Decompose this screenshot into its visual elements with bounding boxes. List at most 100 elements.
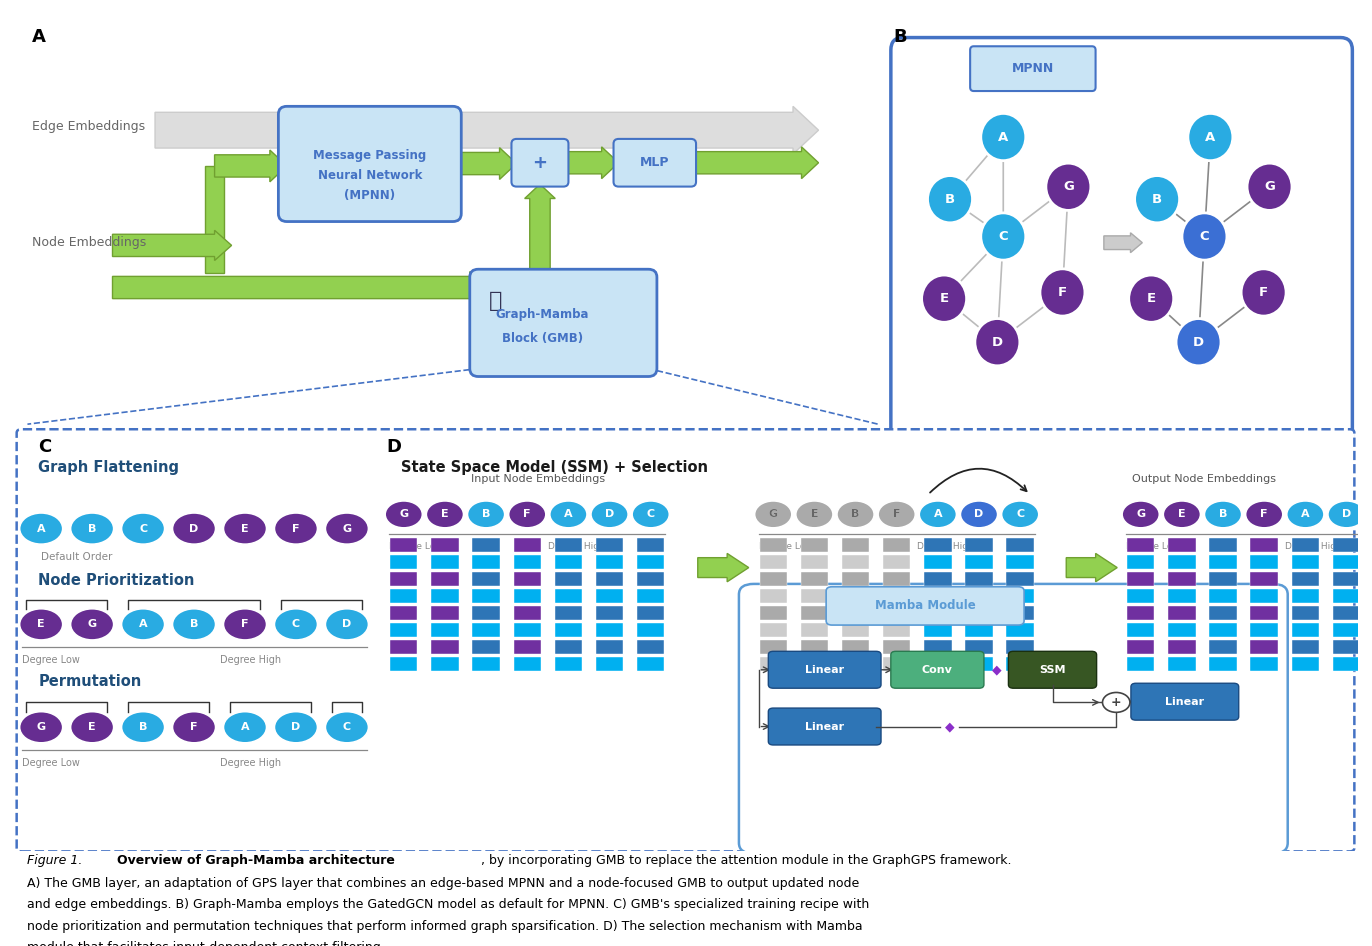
Bar xyxy=(1250,571,1277,587)
Circle shape xyxy=(1122,501,1159,528)
Bar xyxy=(884,623,911,638)
FancyArrow shape xyxy=(206,166,224,273)
Text: E: E xyxy=(88,722,96,732)
Text: A: A xyxy=(933,509,943,519)
Bar xyxy=(513,588,541,604)
Circle shape xyxy=(70,609,114,639)
Bar xyxy=(842,640,870,655)
Text: A: A xyxy=(1301,509,1310,519)
Bar xyxy=(390,657,417,672)
Bar xyxy=(925,640,952,655)
Bar xyxy=(431,571,458,587)
Bar xyxy=(390,554,417,569)
Bar xyxy=(1332,640,1360,655)
Bar xyxy=(1209,537,1236,552)
Bar xyxy=(637,657,664,672)
Text: D: D xyxy=(1194,336,1205,349)
Bar xyxy=(472,623,499,638)
FancyBboxPatch shape xyxy=(469,270,657,377)
Circle shape xyxy=(325,711,369,743)
Bar xyxy=(925,588,952,604)
Circle shape xyxy=(975,319,1019,366)
Circle shape xyxy=(1129,275,1173,323)
Bar xyxy=(1250,554,1277,569)
Bar xyxy=(1209,588,1236,604)
Bar xyxy=(595,571,623,587)
Text: Conv: Conv xyxy=(922,665,952,674)
Text: Degree Low: Degree Low xyxy=(759,542,812,552)
Bar xyxy=(801,623,829,638)
Circle shape xyxy=(1246,501,1283,528)
Bar xyxy=(431,588,458,604)
Text: Degree High: Degree High xyxy=(220,758,281,768)
Bar xyxy=(431,657,458,672)
Bar xyxy=(637,640,664,655)
Bar xyxy=(390,606,417,621)
Bar xyxy=(842,588,870,604)
Circle shape xyxy=(1181,213,1227,260)
Bar xyxy=(554,640,582,655)
Text: F: F xyxy=(292,523,299,534)
Bar xyxy=(801,606,829,621)
Circle shape xyxy=(922,275,967,323)
Text: E: E xyxy=(940,292,948,306)
Circle shape xyxy=(1287,501,1324,528)
Bar xyxy=(1291,537,1318,552)
Text: Linear: Linear xyxy=(805,722,844,731)
Bar xyxy=(925,571,952,587)
Text: Node Embeddings: Node Embeddings xyxy=(32,236,145,249)
Text: D: D xyxy=(992,336,1003,349)
Bar xyxy=(1250,537,1277,552)
Circle shape xyxy=(427,501,464,528)
Bar xyxy=(554,657,582,672)
Text: ◆: ◆ xyxy=(945,720,955,733)
Circle shape xyxy=(173,711,215,743)
Text: G: G xyxy=(399,509,409,519)
Text: Overview of Graph-Mamba architecture: Overview of Graph-Mamba architecture xyxy=(117,854,395,867)
Text: Degree Low: Degree Low xyxy=(22,655,80,665)
Bar xyxy=(1007,588,1034,604)
Circle shape xyxy=(755,501,792,528)
Text: Message Passing: Message Passing xyxy=(313,149,427,162)
Bar xyxy=(431,606,458,621)
Bar xyxy=(1209,606,1236,621)
Bar xyxy=(513,657,541,672)
Text: A: A xyxy=(999,131,1008,144)
Bar xyxy=(842,657,870,672)
Bar xyxy=(1209,554,1236,569)
Circle shape xyxy=(1205,501,1242,528)
Text: E: E xyxy=(442,509,449,519)
Bar xyxy=(760,623,788,638)
Text: F: F xyxy=(524,509,531,519)
Bar xyxy=(925,623,952,638)
Bar xyxy=(390,571,417,587)
Text: A: A xyxy=(37,523,45,534)
Text: Degree High: Degree High xyxy=(220,655,281,665)
FancyArrow shape xyxy=(214,150,287,182)
Circle shape xyxy=(591,501,628,528)
Text: C: C xyxy=(38,439,52,457)
Bar xyxy=(554,554,582,569)
Text: SSM: SSM xyxy=(1039,665,1066,674)
Bar xyxy=(1168,571,1195,587)
Text: and edge embeddings. B) Graph-Mamba employs the GatedGCN model as default for MP: and edge embeddings. B) Graph-Mamba empl… xyxy=(27,898,870,911)
Circle shape xyxy=(19,711,63,743)
FancyBboxPatch shape xyxy=(826,587,1024,625)
Text: B: B xyxy=(945,193,955,205)
Text: ⫆: ⫆ xyxy=(488,291,502,311)
Text: MPNN: MPNN xyxy=(1011,62,1054,75)
Bar xyxy=(801,571,829,587)
Text: Linear: Linear xyxy=(1165,696,1205,707)
Text: D: D xyxy=(605,509,615,519)
Circle shape xyxy=(122,513,165,544)
Bar xyxy=(431,640,458,655)
Bar xyxy=(1209,571,1236,587)
FancyBboxPatch shape xyxy=(970,46,1096,91)
Bar xyxy=(554,588,582,604)
Text: B: B xyxy=(1152,193,1162,205)
Bar xyxy=(472,588,499,604)
Bar xyxy=(1126,623,1154,638)
Text: Mamba Module: Mamba Module xyxy=(875,599,975,612)
Bar xyxy=(1126,537,1154,552)
Circle shape xyxy=(1002,501,1039,528)
